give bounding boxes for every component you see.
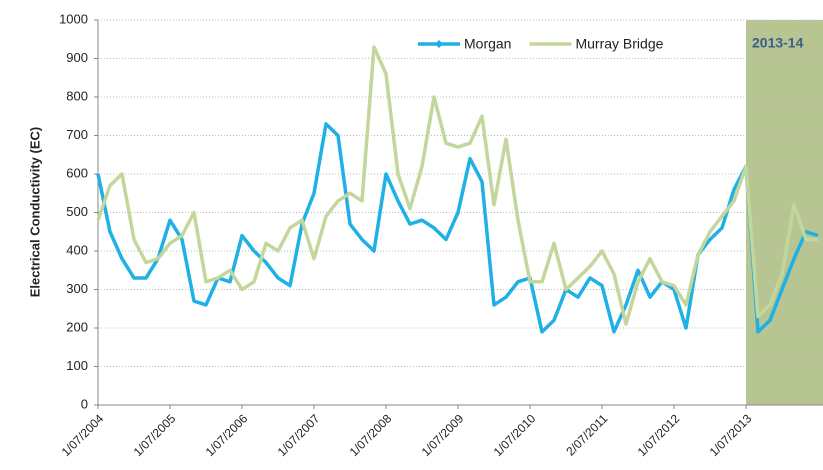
x-tick-label: 1/07/2012 <box>635 411 683 459</box>
y-tick-label: 1000 <box>59 11 88 26</box>
legend-label: Morgan <box>464 36 511 52</box>
x-tick-label: 1/07/2005 <box>131 411 179 459</box>
x-tick-label: 2/07/2011 <box>563 411 610 458</box>
y-tick-label: 0 <box>81 396 88 411</box>
x-tick-label: 1/07/2006 <box>203 411 251 459</box>
highlight-band <box>746 20 823 405</box>
x-tick-label: 1/07/2013 <box>707 411 755 459</box>
x-tick-label: 1/07/2010 <box>491 411 539 459</box>
y-tick-label: 800 <box>66 88 88 103</box>
y-tick-label: 100 <box>66 358 88 373</box>
x-tick-label: 1/07/2009 <box>419 411 467 459</box>
y-tick-label: 600 <box>66 165 88 180</box>
y-tick-label: 900 <box>66 50 88 65</box>
legend-label: Murray Bridge <box>575 36 663 52</box>
y-axis-label: Electrical Conductivity (EC) <box>27 127 42 297</box>
y-tick-label: 300 <box>66 281 88 296</box>
legend-marker <box>435 40 443 48</box>
x-tick-label: 1/07/2004 <box>59 411 107 459</box>
x-tick-label: 1/07/2007 <box>275 411 323 459</box>
series-line <box>96 45 818 326</box>
y-tick-label: 700 <box>66 127 88 142</box>
y-tick-label: 200 <box>66 319 88 334</box>
y-tick-label: 500 <box>66 204 88 219</box>
series-line <box>96 122 819 334</box>
y-tick-label: 400 <box>66 242 88 257</box>
x-tick-label: 1/07/2008 <box>347 411 395 459</box>
highlight-label: 2013-14 <box>752 35 804 51</box>
